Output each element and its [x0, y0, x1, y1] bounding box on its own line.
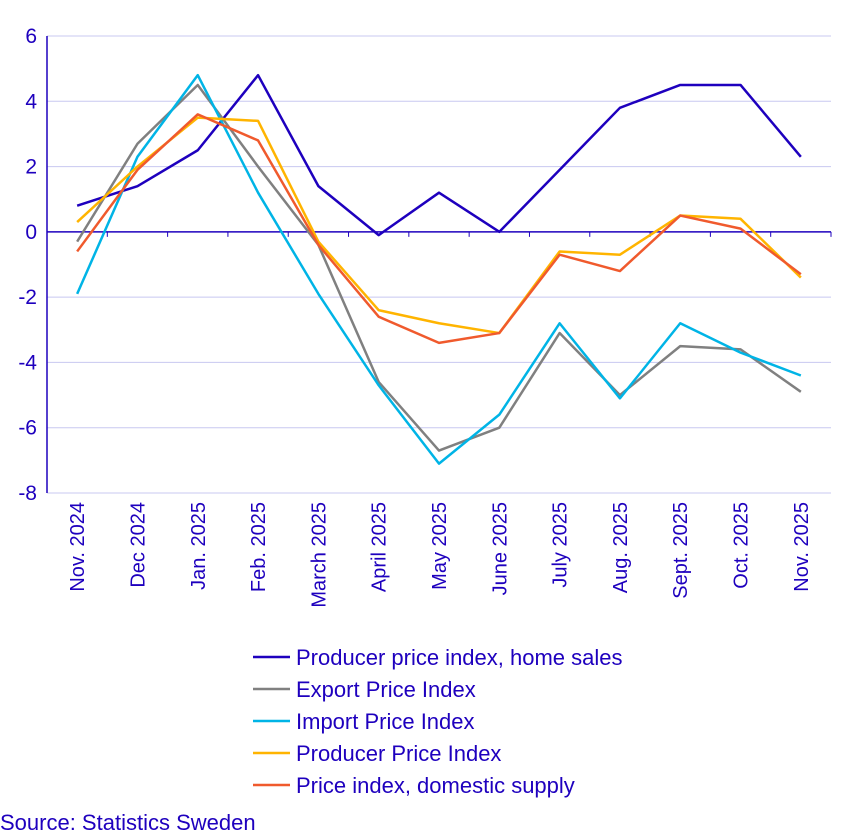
legend-label: Producer price index, home sales: [296, 645, 623, 670]
y-tick-label: -2: [18, 286, 37, 309]
x-tick-label: July 2025: [550, 502, 572, 588]
series-line: [76, 73, 802, 465]
y-tick-label: -4: [18, 351, 37, 374]
x-tick-label: Feb. 2025: [248, 502, 270, 592]
x-tick-label: May 2025: [429, 502, 451, 590]
legend-label: Producer Price Index: [296, 741, 501, 766]
y-tick-label: 6: [25, 25, 37, 48]
x-tick-label: Dec 2024: [127, 502, 149, 588]
x-tick-label: Nov. 2024: [67, 502, 89, 592]
series-line: [76, 83, 802, 452]
y-tick-label: 2: [25, 156, 37, 179]
x-tick-label: Aug. 2025: [610, 502, 632, 593]
x-tick-label: Oct. 2025: [731, 502, 753, 589]
x-tick-label: Sept. 2025: [670, 502, 692, 599]
y-tick-label: -8: [18, 482, 37, 505]
x-tick-label: Jan. 2025: [188, 502, 210, 590]
x-tick-label: March 2025: [308, 502, 330, 608]
y-tick-label: 0: [25, 221, 37, 244]
series-line: [76, 116, 802, 335]
x-tick-label: June 2025: [489, 502, 511, 595]
x-tick-label: Nov. 2025: [791, 502, 813, 592]
legend-label: Export Price Index: [296, 677, 476, 702]
y-tick-label: -6: [18, 417, 37, 440]
legend-label: Import Price Index: [296, 709, 475, 734]
y-tick-label: 4: [25, 90, 37, 113]
x-tick-label: April 2025: [369, 502, 391, 592]
legend-label: Price index, domestic supply: [296, 773, 575, 798]
series-line: [76, 113, 802, 345]
source-note: Source: Statistics Sweden: [0, 810, 256, 835]
series-line: [76, 73, 802, 237]
